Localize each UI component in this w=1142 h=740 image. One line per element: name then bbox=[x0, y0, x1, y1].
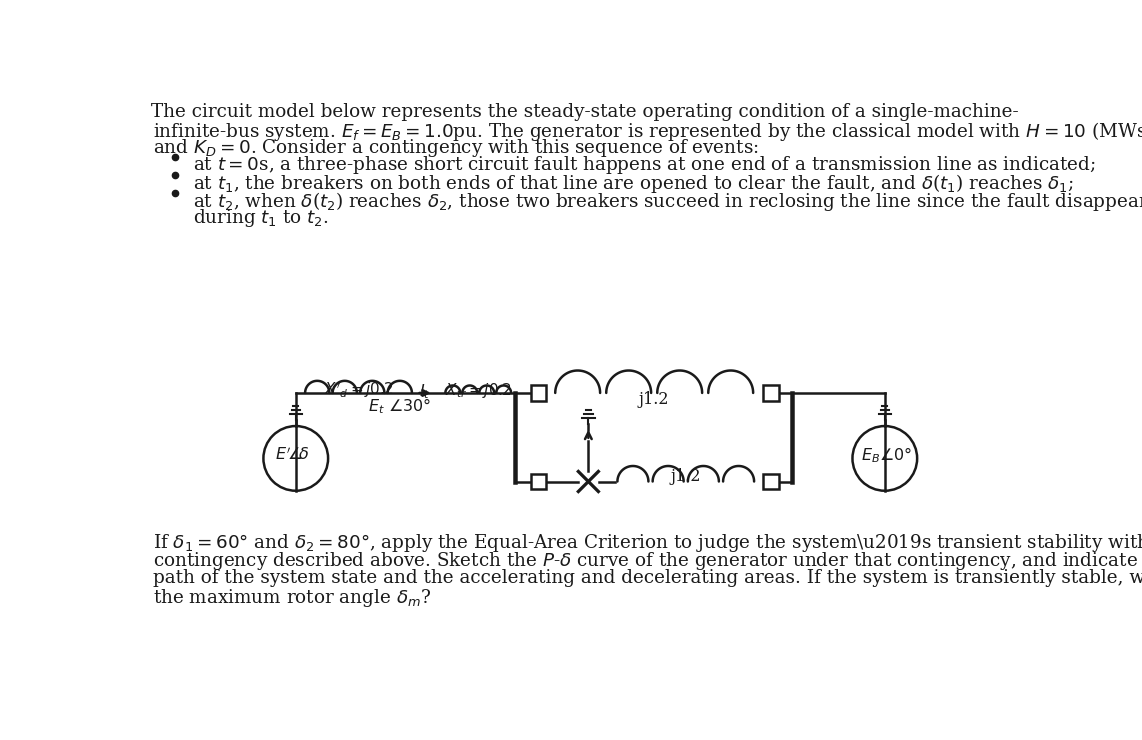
Text: path of the system state and the accelerating and decelerating areas. If the sys: path of the system state and the acceler… bbox=[153, 568, 1142, 587]
Text: $E_B\angle0°$: $E_B\angle0°$ bbox=[861, 445, 912, 465]
Text: j1.2: j1.2 bbox=[638, 391, 669, 408]
Text: $X_{tr}$$=j0.2$: $X_{tr}$$=j0.2$ bbox=[444, 380, 512, 400]
Text: $I_t$: $I_t$ bbox=[419, 382, 431, 400]
Text: the maximum rotor angle $\delta_m$?: the maximum rotor angle $\delta_m$? bbox=[153, 587, 432, 609]
Text: The circuit model below represents the steady-state operating condition of a sin: The circuit model below represents the s… bbox=[152, 103, 1019, 121]
Text: during $t_1$ to $t_2$.: during $t_1$ to $t_2$. bbox=[193, 207, 329, 229]
Text: If $\delta_1$$=60°$ and $\delta_2$$=80°$, apply the Equal-Area Criterion to judg: If $\delta_1$$=60°$ and $\delta_2$$=80°$… bbox=[153, 531, 1142, 554]
Text: $E'\!\angle\!\delta$: $E'\!\angle\!\delta$ bbox=[275, 447, 311, 464]
Text: $E_t\ \angle30°$: $E_t\ \angle30°$ bbox=[369, 397, 432, 416]
Bar bbox=[531, 386, 546, 400]
Text: at $t_2$, when $\delta$($t_2$) reaches $\delta_2$, those two breakers succeed in: at $t_2$, when $\delta$($t_2$) reaches $… bbox=[193, 189, 1142, 212]
Text: contingency described above. Sketch the $P$-$\delta$ curve of the generator unde: contingency described above. Sketch the … bbox=[153, 550, 1142, 572]
Bar bbox=[531, 474, 546, 489]
Text: j1.2: j1.2 bbox=[670, 468, 701, 485]
Text: at $t$$=0$s, a three-phase short circuit fault happens at one end of a transmiss: at $t$$=0$s, a three-phase short circuit… bbox=[193, 154, 1096, 176]
Text: $X'_d$$=j0.2$: $X'_d$$=j0.2$ bbox=[323, 380, 393, 400]
Bar bbox=[763, 386, 779, 400]
Text: and $K_D$$=0$. Consider a contingency with this sequence of events:: and $K_D$$=0$. Consider a contingency wi… bbox=[153, 137, 759, 158]
Text: infinite-bus system. $E_f$$=$$E_B$$=1.0$pu. The generator is represented by the : infinite-bus system. $E_f$$=$$E_B$$=1.0$… bbox=[153, 120, 1142, 143]
Text: at $t_1$, the breakers on both ends of that line are opened to clear the fault, : at $t_1$, the breakers on both ends of t… bbox=[193, 172, 1073, 195]
Bar bbox=[763, 474, 779, 489]
